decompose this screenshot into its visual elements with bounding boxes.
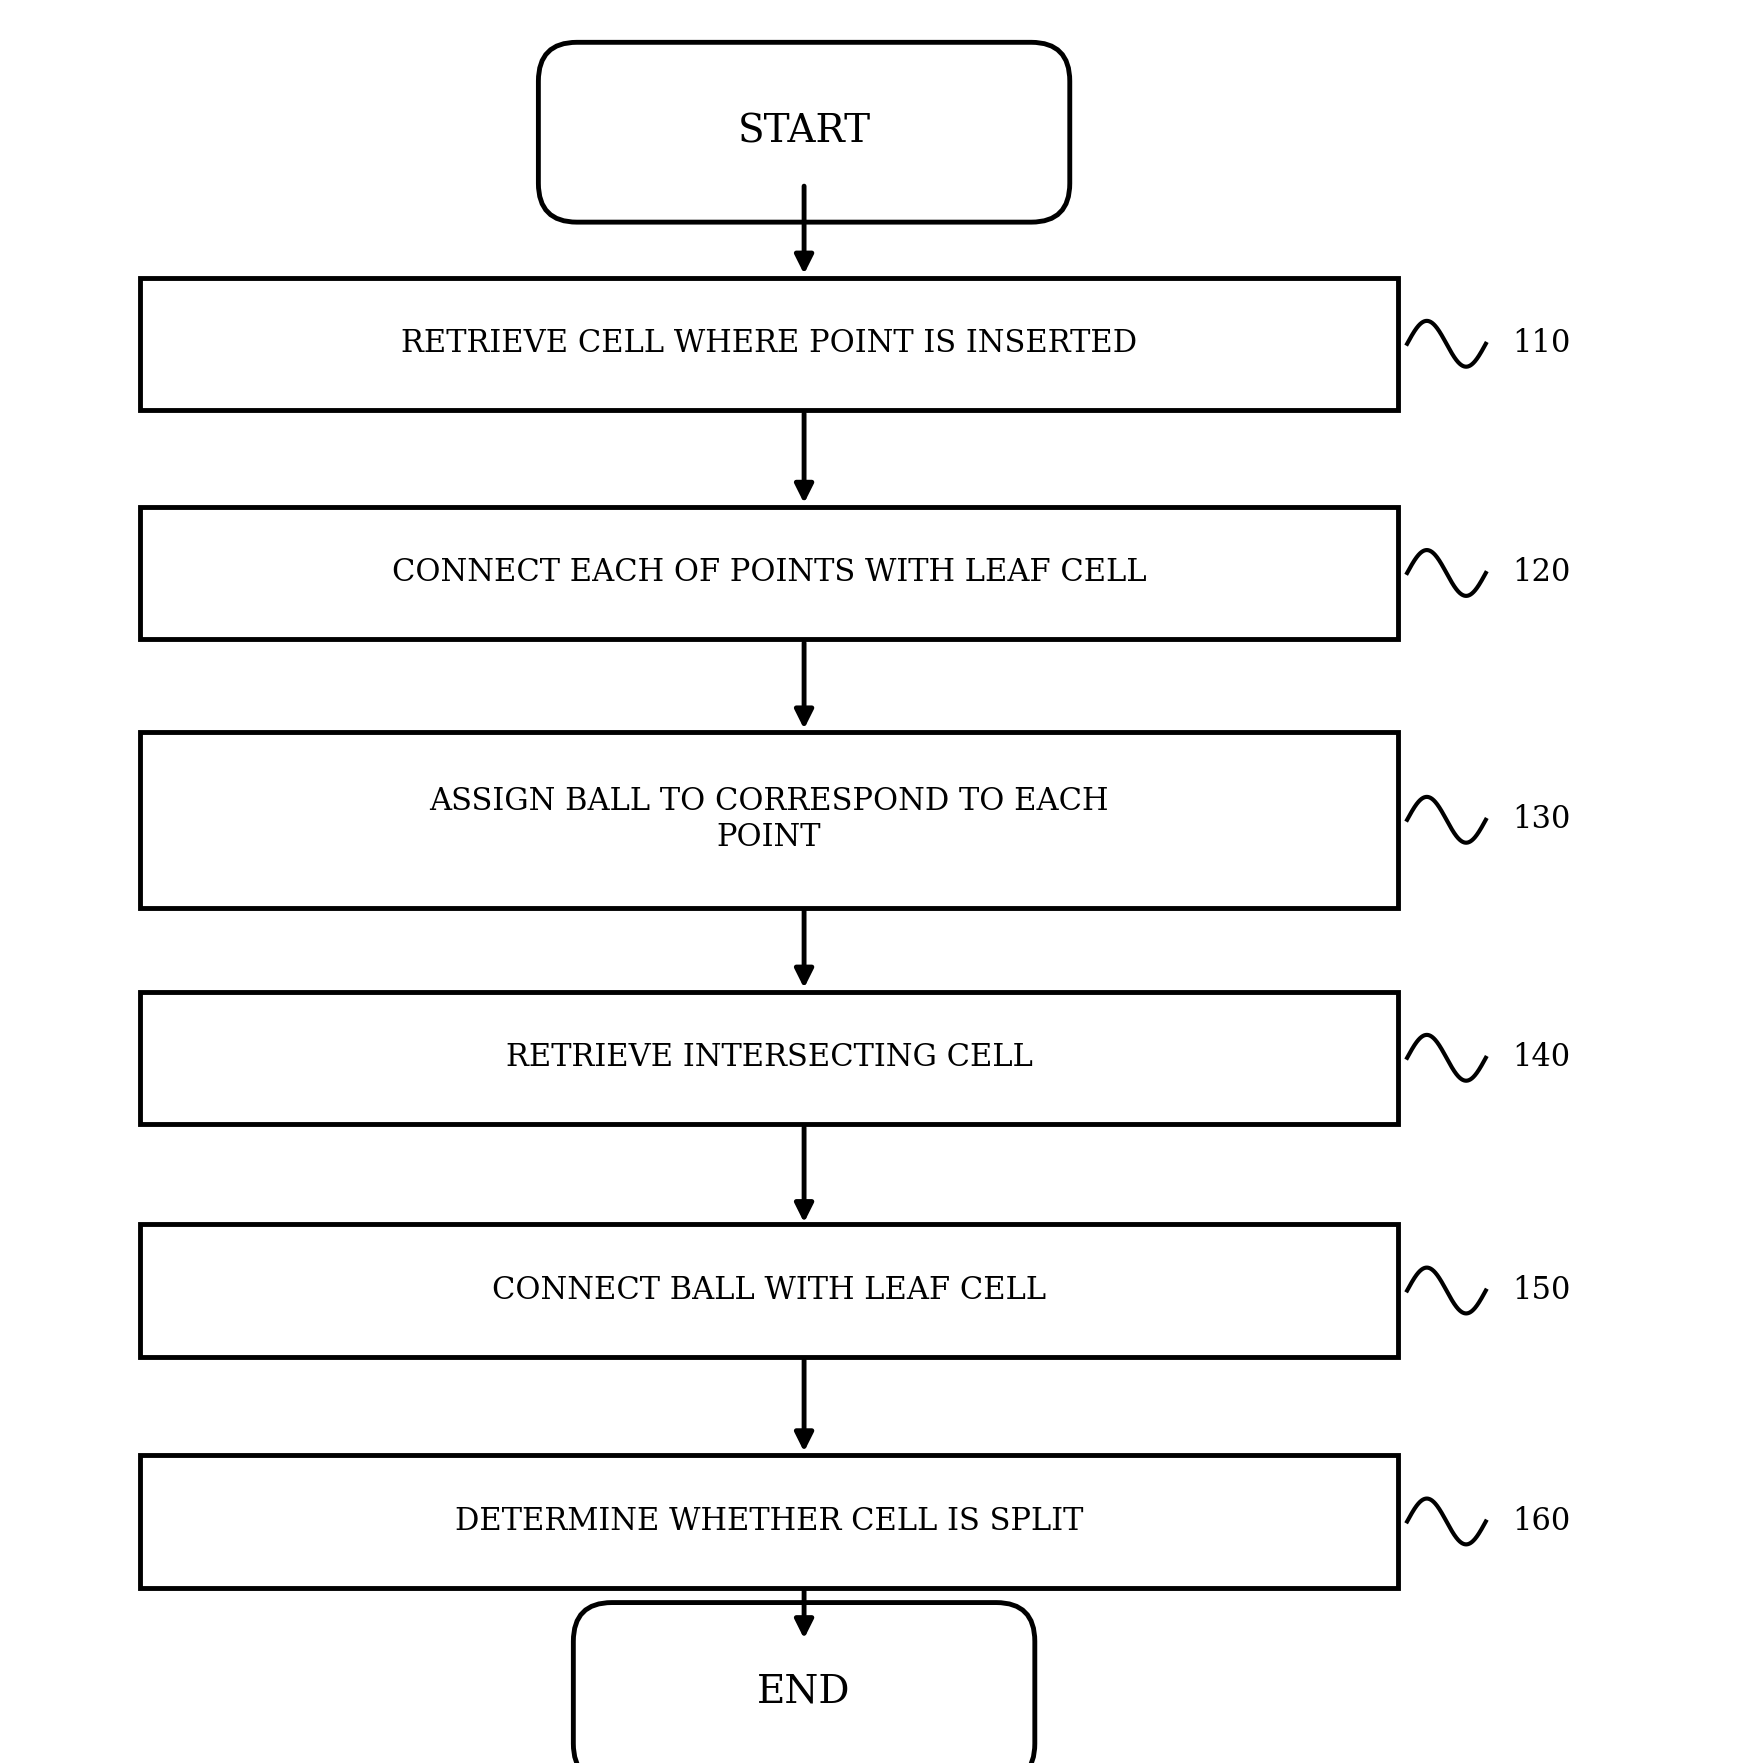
Bar [140,1456,1398,1587]
Text: CONNECT EACH OF POINTS WITH LEAF CELL: CONNECT EACH OF POINTS WITH LEAF CELL [392,557,1147,589]
Text: 150: 150 [1512,1275,1571,1306]
Bar [140,732,1398,908]
Text: ASSIGN BALL TO CORRESPOND TO EACH
POINT: ASSIGN BALL TO CORRESPOND TO EACH POINT [430,786,1108,853]
FancyBboxPatch shape [538,42,1070,222]
Text: 140: 140 [1512,1042,1571,1074]
Text: 120: 120 [1512,557,1571,589]
Text: CONNECT BALL WITH LEAF CELL: CONNECT BALL WITH LEAF CELL [491,1275,1047,1306]
Text: 160: 160 [1512,1506,1571,1537]
Text: DETERMINE WHETHER CELL IS SPLIT: DETERMINE WHETHER CELL IS SPLIT [454,1506,1084,1537]
Bar [140,991,1398,1125]
Text: START: START [738,115,871,150]
Bar [140,1224,1398,1358]
Text: RETRIEVE CELL WHERE POINT IS INSERTED: RETRIEVE CELL WHERE POINT IS INSERTED [400,328,1138,360]
Bar [140,506,1398,638]
Text: END: END [757,1675,851,1710]
Text: RETRIEVE INTERSECTING CELL: RETRIEVE INTERSECTING CELL [505,1042,1033,1074]
FancyBboxPatch shape [573,1603,1035,1763]
Text: 110: 110 [1512,328,1571,360]
Bar [140,277,1398,409]
Text: 130: 130 [1512,804,1571,836]
